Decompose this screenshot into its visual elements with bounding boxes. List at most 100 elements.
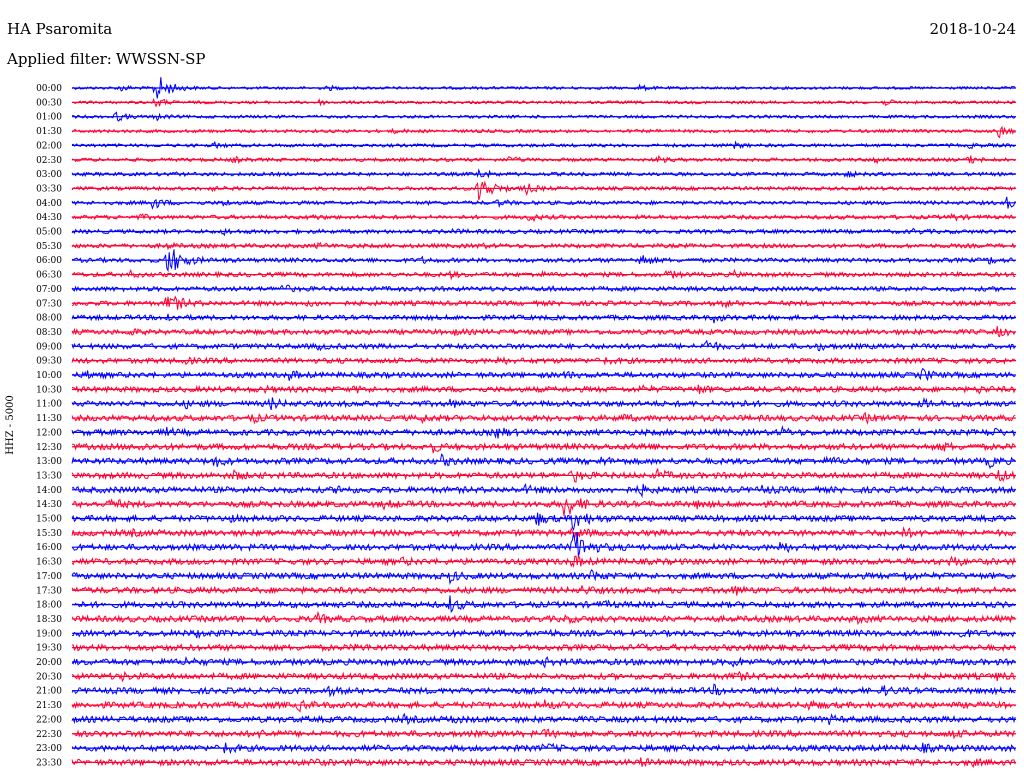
trace-time-label: 20:30 — [36, 672, 62, 682]
trace-1530: 15:30 — [36, 526, 1016, 539]
trace-waveform — [71, 642, 1016, 653]
trace-waveform — [71, 683, 1016, 698]
trace-2300: 23:00 — [36, 742, 1016, 755]
trace-time-label: 06:30 — [36, 271, 62, 281]
trace-time-label: 08:00 — [36, 314, 62, 324]
trace-1430: 14:30 — [36, 498, 1016, 517]
trace-1500: 15:00 — [36, 512, 1016, 532]
trace-time-label: 08:30 — [36, 328, 62, 338]
trace-waveform — [71, 313, 1016, 324]
trace-waveform — [71, 411, 1016, 425]
trace-1900: 19:00 — [36, 628, 1016, 640]
trace-1030: 10:30 — [36, 384, 1016, 395]
trace-time-label: 13:00 — [36, 457, 62, 467]
trace-0630: 06:30 — [36, 268, 1016, 281]
trace-0930: 09:30 — [36, 355, 1016, 367]
trace-time-label: 22:00 — [36, 715, 62, 725]
trace-0230: 02:30 — [36, 154, 1016, 166]
trace-0900: 09:00 — [36, 339, 1016, 352]
trace-time-label: 12:00 — [36, 428, 62, 438]
trace-2200: 22:00 — [36, 712, 1016, 725]
trace-0100: 01:00 — [36, 111, 1016, 123]
trace-0600: 06:00 — [36, 249, 1016, 273]
trace-time-label: 17:00 — [36, 572, 62, 582]
trace-time-label: 05:00 — [36, 228, 62, 238]
trace-1630: 16:30 — [36, 554, 1016, 569]
trace-time-label: 07:00 — [36, 285, 62, 295]
trace-time-label: 09:30 — [36, 357, 62, 367]
trace-0300: 03:00 — [36, 168, 1016, 180]
trace-2130: 21:30 — [36, 699, 1016, 713]
trace-1200: 12:00 — [36, 424, 1016, 439]
trace-waveform — [71, 249, 1016, 273]
trace-waveform — [71, 367, 1016, 382]
trace-2000: 20:00 — [36, 655, 1016, 669]
trace-time-label: 18:00 — [36, 601, 62, 611]
trace-0130: 01:30 — [36, 125, 1016, 139]
trace-0700: 07:00 — [36, 284, 1016, 295]
trace-time-label: 11:30 — [36, 414, 62, 424]
trace-time-label: 03:30 — [36, 184, 62, 194]
trace-waveform — [71, 610, 1016, 625]
trace-1230: 12:30 — [36, 441, 1016, 454]
trace-time-label: 21:00 — [36, 687, 62, 697]
trace-time-label: 15:30 — [36, 529, 62, 539]
trace-waveform — [71, 441, 1016, 454]
trace-1130: 11:30 — [36, 411, 1016, 425]
trace-time-label: 23:00 — [36, 744, 62, 754]
trace-1100: 11:00 — [36, 396, 1016, 411]
trace-time-label: 06:00 — [36, 256, 62, 266]
trace-1930: 19:30 — [36, 642, 1016, 654]
trace-time-label: 04:30 — [36, 213, 62, 223]
filter-value: WWSSN-SP — [115, 50, 206, 68]
trace-time-label: 01:30 — [36, 127, 62, 137]
trace-time-label: 04:00 — [36, 199, 62, 209]
trace-time-label: 19:00 — [36, 629, 62, 639]
trace-0330: 03:30 — [36, 180, 1016, 201]
trace-0830: 08:30 — [36, 326, 1016, 338]
trace-time-label: 14:00 — [36, 486, 62, 496]
trace-time-label: 00:00 — [36, 84, 62, 94]
trace-time-label: 18:30 — [36, 615, 62, 625]
trace-0200: 02:00 — [36, 140, 1016, 151]
trace-0000: 00:00 — [36, 77, 1016, 99]
trace-time-label: 02:30 — [36, 156, 62, 166]
trace-1400: 14:00 — [36, 482, 1016, 498]
trace-time-label: 03:00 — [36, 170, 62, 180]
trace-waveform — [71, 628, 1016, 640]
trace-0800: 08:00 — [36, 313, 1016, 324]
trace-waveform — [71, 585, 1016, 596]
trace-time-label: 07:30 — [36, 299, 62, 309]
trace-waveform — [71, 154, 1016, 165]
trace-time-label: 12:30 — [36, 443, 62, 453]
trace-waveform — [71, 326, 1016, 338]
trace-time-label: 17:30 — [36, 586, 62, 596]
trace-2330: 23:30 — [36, 757, 1016, 768]
trace-waveform — [71, 180, 1016, 201]
trace-1600: 16:00 — [36, 531, 1016, 557]
trace-waveform — [71, 569, 1016, 586]
trace-waveform — [71, 125, 1016, 139]
trace-1730: 17:30 — [36, 585, 1016, 596]
trace-time-label: 13:30 — [36, 471, 62, 481]
trace-1330: 13:30 — [36, 468, 1016, 483]
trace-0500: 05:00 — [36, 227, 1016, 238]
trace-1700: 17:00 — [36, 569, 1016, 586]
trace-0430: 04:30 — [36, 212, 1016, 223]
trace-0730: 07:30 — [36, 295, 1016, 310]
station-title: HA Psaromita — [7, 20, 113, 38]
trace-time-label: 10:00 — [36, 371, 62, 381]
date-label: 2018-10-24 — [929, 20, 1016, 38]
trace-1000: 10:00 — [36, 367, 1016, 382]
trace-waveform — [71, 482, 1016, 498]
trace-waveform — [71, 512, 1016, 532]
trace-time-label: 20:00 — [36, 658, 62, 668]
filter-line: Applied filter: WWSSN-SP — [7, 50, 206, 68]
trace-1800: 18:00 — [36, 595, 1016, 613]
trace-time-label: 23:30 — [36, 758, 62, 768]
trace-waveform — [71, 655, 1016, 669]
trace-time-label: 16:00 — [36, 543, 62, 553]
filter-label: Applied filter: — [7, 50, 112, 68]
trace-time-label: 05:30 — [36, 242, 62, 252]
